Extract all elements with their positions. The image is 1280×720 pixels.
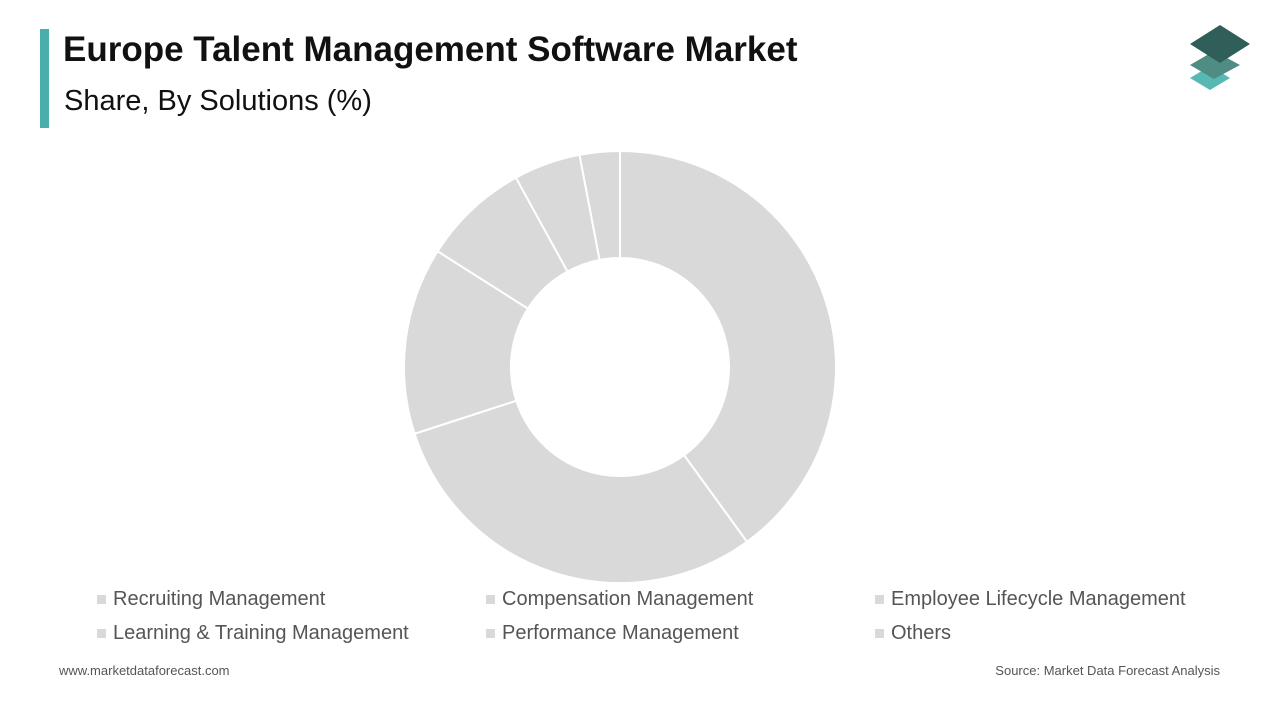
donut-slice-6	[578, 149, 621, 262]
legend-swatch-icon	[486, 629, 495, 638]
chart-subtitle: Share, By Solutions (%)	[64, 85, 372, 117]
title-accent-bar	[40, 29, 49, 128]
logo-layer-top	[1190, 25, 1250, 63]
legend-item-2: Compensation Management	[486, 588, 753, 611]
stacked-layers-logo-icon	[1190, 25, 1250, 90]
legend-swatch-icon	[875, 629, 884, 638]
donut-slice-2	[413, 399, 749, 584]
source-footer: Source: Market Data Forecast Analysis	[995, 663, 1220, 678]
legend-label: Recruiting Management	[113, 588, 326, 610]
legend-item-4: Learning & Training Management	[97, 622, 409, 645]
legend-label: Others	[891, 622, 952, 644]
legend-item-6: Others	[875, 622, 951, 645]
chart-title: Europe Talent Management Software Market	[63, 30, 798, 69]
legend-swatch-icon	[97, 595, 106, 604]
legend-label: Compensation Management	[502, 588, 754, 610]
legend-item-1: Recruiting Management	[97, 588, 325, 611]
legend-label: Learning & Training Management	[113, 622, 409, 644]
donut-slice-1	[619, 149, 837, 544]
legend-swatch-icon	[97, 629, 106, 638]
legend-swatch-icon	[486, 595, 495, 604]
legend-item-3: Employee Lifecycle Management	[875, 588, 1186, 611]
legend-label: Performance Management	[502, 622, 739, 644]
website-footer: www.marketdataforecast.com	[59, 663, 230, 678]
donut-slices	[403, 149, 837, 584]
logo-layer-middle	[1190, 51, 1240, 79]
legend-swatch-icon	[875, 595, 884, 604]
legend-item-5: Performance Management	[486, 622, 739, 645]
chart-legend: Recruiting Management Compensation Manage…	[97, 588, 1257, 658]
legend-label: Employee Lifecycle Management	[891, 588, 1186, 610]
